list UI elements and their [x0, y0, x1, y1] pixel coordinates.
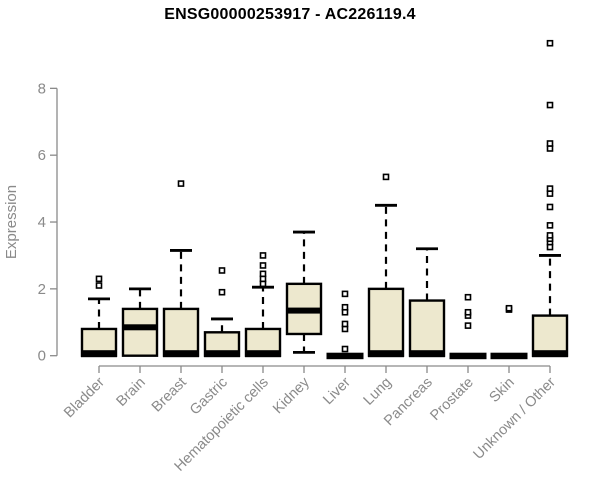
outlier-point-unknown-other [546, 232, 554, 239]
median-kidney [286, 307, 322, 314]
x-tick-label: Kidney [270, 374, 313, 417]
outlier-point-hematopoietic-cells [259, 262, 267, 269]
x-tick-label: Skin [487, 375, 518, 406]
median-lung [368, 350, 404, 358]
outlier-point-bladder [95, 282, 103, 289]
outlier-point-lung [382, 173, 390, 181]
outlier-point-unknown-other [546, 140, 554, 147]
x-tick-label: Liver [320, 374, 354, 408]
median-hematopoietic-cells [245, 350, 281, 358]
median-unknown-other [532, 350, 568, 358]
outlier-point-skin [505, 304, 513, 312]
median-pancreas [409, 350, 445, 358]
outlier-point-bladder [95, 275, 103, 283]
outlier-point-hematopoietic-cells [259, 270, 267, 278]
outlier-point-prostate [464, 308, 472, 316]
flat-box-skin [490, 352, 528, 360]
x-tick-label: Breast [149, 375, 190, 416]
box-lung [367, 287, 405, 357]
x-tick-label: Bladder [61, 374, 108, 421]
y-tick-label: 0 [38, 348, 46, 365]
y-tick-label: 8 [38, 80, 46, 97]
flat-box-liver [326, 352, 364, 360]
x-tick-label: Lung [361, 375, 395, 409]
outlier-point-unknown-other [546, 222, 554, 229]
median-bladder [81, 350, 117, 358]
box-unknown-other [531, 314, 569, 357]
x-tick-label: Prostate [427, 375, 476, 424]
outlier-point-unknown-other [546, 203, 554, 211]
box-breast [162, 307, 200, 357]
flat-box-prostate [449, 352, 487, 360]
outlier-point-unknown-other [546, 39, 554, 47]
y-tick-label: 2 [38, 281, 46, 298]
y-axis-title: Expression [3, 185, 20, 259]
outlier-point-prostate [464, 293, 472, 301]
outlier-point-breast [177, 180, 185, 187]
x-tick-label: Brain [114, 375, 149, 410]
outlier-point-liver [341, 345, 349, 353]
outlier-point-liver [341, 320, 349, 328]
median-brain [122, 324, 158, 331]
box-brain [121, 307, 159, 357]
outlier-point-unknown-other [546, 101, 554, 109]
outlier-point-unknown-other [546, 185, 554, 192]
median-gastric [204, 350, 240, 358]
median-breast [163, 350, 199, 358]
outlier-point-prostate [464, 322, 472, 329]
box-pancreas [408, 299, 446, 357]
y-tick-label: 4 [38, 214, 46, 231]
chart-title: ENSG00000253917 - AC226119.4 [164, 6, 416, 23]
outlier-point-liver [341, 303, 349, 311]
y-tick-label: 6 [38, 147, 46, 164]
outlier-point-liver [341, 290, 349, 298]
outlier-point-gastric [218, 288, 226, 296]
outlier-point-gastric [218, 267, 226, 274]
outlier-point-hematopoietic-cells [259, 252, 267, 259]
